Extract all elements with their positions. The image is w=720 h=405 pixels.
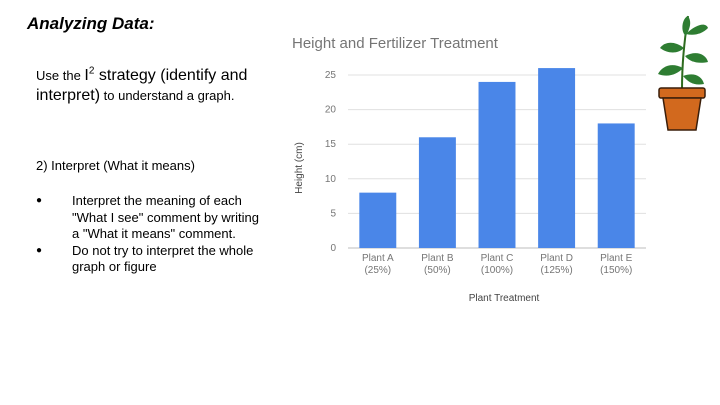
x-tick-label: Plant D <box>540 253 573 264</box>
y-tick-label: 0 <box>330 243 336 254</box>
bar <box>478 81 516 248</box>
y-tick-label: 25 <box>325 70 337 81</box>
x-tick-label: Plant E <box>600 253 633 264</box>
bar <box>597 123 635 248</box>
x-tick-label: Plant B <box>421 253 454 264</box>
bar <box>538 68 576 248</box>
x-tick-label: (150%) <box>600 265 632 276</box>
x-tick-label: (125%) <box>540 265 572 276</box>
slide-title: Analyzing Data: <box>27 14 155 33</box>
step-heading: 2) Interpret (What it means) <box>36 158 195 173</box>
leaves-icon <box>658 15 708 91</box>
y-tick-label: 10 <box>325 174 337 185</box>
x-tick-label: (100%) <box>481 265 513 276</box>
intro-text: Use the I2 strategy (identify and interp… <box>36 65 248 104</box>
x-tick-label: Plant C <box>481 253 514 264</box>
y-tick-label: 20 <box>325 105 337 116</box>
bar <box>359 192 397 248</box>
y-tick-label: 5 <box>330 208 336 219</box>
x-tick-label: Plant A <box>362 253 394 264</box>
instruction-item: Do not try to interpret the whole graph … <box>36 243 264 276</box>
instruction-list: Interpret the meaning of each "What I se… <box>36 193 264 276</box>
y-tick-label: 15 <box>325 139 337 150</box>
flower-pot-icon <box>658 87 706 131</box>
y-axis-label: Height (cm) <box>294 142 305 194</box>
x-tick-label: (50%) <box>424 265 451 276</box>
bar <box>418 137 456 248</box>
instruction-item: Interpret the meaning of each "What I se… <box>36 193 264 243</box>
x-axis-label: Plant Treatment <box>469 293 540 304</box>
chart-title: Height and Fertilizer Treatment <box>292 35 499 52</box>
x-tick-label: (25%) <box>364 265 391 276</box>
bar-chart: Height and Fertilizer Treatment Height (… <box>292 35 646 304</box>
potted-plant-icon <box>658 15 708 131</box>
